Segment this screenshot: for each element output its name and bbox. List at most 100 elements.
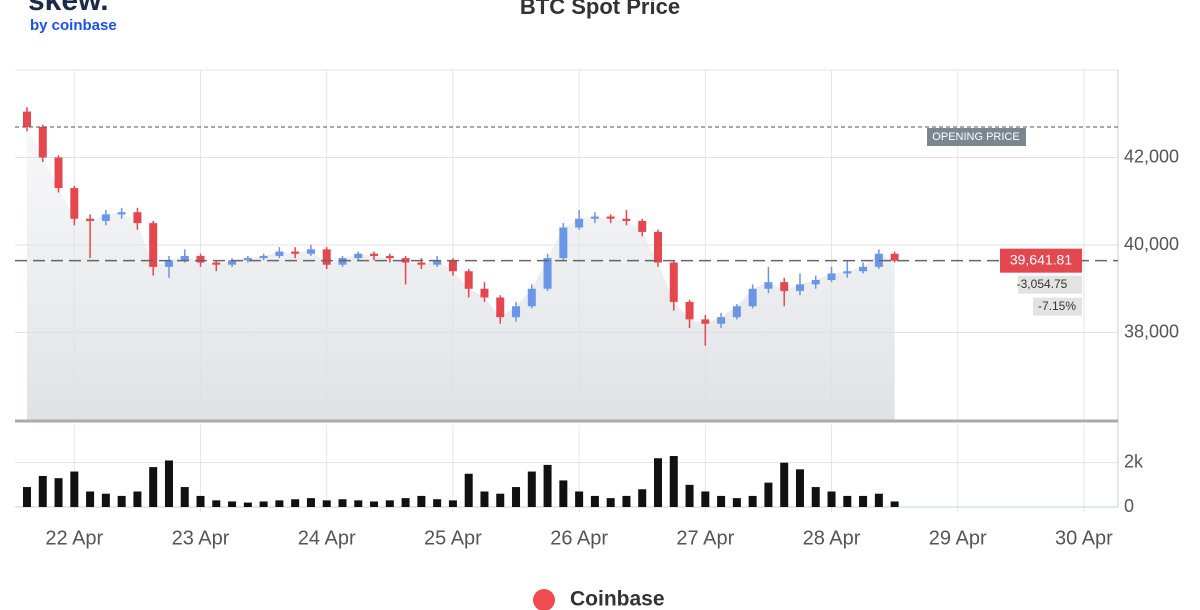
last-price-tag: [1000, 248, 1082, 273]
volume-bar: [259, 501, 268, 507]
volume-bar: [433, 499, 442, 507]
volume-bar: [338, 499, 347, 507]
last-price-label: 39,641.81: [1010, 251, 1072, 267]
volume-bar: [843, 495, 852, 507]
logo-sub: by coinbase: [30, 17, 117, 34]
volume-bar: [732, 498, 741, 507]
candle-body: [164, 260, 173, 267]
candle-body: [243, 258, 252, 261]
candle-body: [417, 262, 426, 265]
x-tick-label: 30 Apr: [1055, 527, 1113, 549]
volume-bar: [164, 460, 173, 507]
x-tick-label: 26 Apr: [550, 527, 608, 549]
volume-bar: [275, 500, 284, 507]
volume-bar: [527, 471, 536, 507]
volume-bar: [354, 500, 363, 507]
volume-bar: [827, 491, 836, 507]
volume-bar: [748, 495, 757, 507]
candle-body: [149, 223, 158, 267]
candle-body: [448, 260, 457, 272]
volume-bar: [890, 501, 899, 507]
y-tick-label: 38,000: [1124, 321, 1179, 341]
volume-bar: [638, 489, 647, 507]
volume-bar: [417, 495, 426, 507]
volume-bar: [764, 482, 773, 507]
candle-body: [54, 157, 63, 189]
candle-body: [606, 216, 615, 219]
candle-body: [575, 218, 584, 228]
volume-bar: [149, 467, 158, 507]
legend-label: Coinbase: [570, 588, 665, 610]
volume-bar: [669, 456, 678, 507]
volume-bar: [859, 495, 868, 507]
x-tick-label: 22 Apr: [45, 527, 103, 549]
volume-bar: [780, 462, 789, 507]
candle-body: [180, 255, 189, 261]
volume-bar: [685, 484, 694, 507]
x-tick-label: 25 Apr: [424, 527, 482, 549]
volume-bar: [480, 491, 489, 507]
candle-body: [732, 306, 741, 318]
candle-body: [622, 218, 631, 221]
volume-bar: [133, 491, 142, 507]
price-area: [26, 126, 895, 420]
candle-body: [748, 288, 757, 307]
volume-bar: [448, 500, 457, 507]
candle-body: [874, 253, 883, 267]
candle-body: [196, 255, 205, 263]
candle-body: [212, 262, 221, 265]
candle-body: [653, 231, 662, 263]
volume-bar: [385, 500, 394, 507]
volume-bar: [590, 495, 599, 507]
candle-body: [512, 306, 521, 318]
candle-body: [228, 260, 237, 265]
change-pct-tag: [1033, 297, 1082, 316]
candle-body: [559, 227, 568, 259]
candle-body: [780, 282, 789, 291]
candle-body: [827, 273, 836, 280]
candle-body: [354, 253, 363, 259]
volume-bar: [228, 501, 237, 507]
change-tag: [1018, 275, 1082, 294]
volume-bar: [86, 491, 95, 507]
candle-body: [496, 297, 505, 318]
candle-body: [701, 319, 710, 324]
candle-body: [401, 258, 410, 263]
volume-bar: [606, 498, 615, 507]
volume-bar: [622, 495, 631, 507]
volume-bar: [291, 499, 300, 507]
volume-bar: [795, 469, 804, 507]
candle-body: [717, 317, 726, 324]
volume-bar: [717, 495, 726, 507]
opening-price-tag: [927, 128, 1026, 147]
candle-body: [685, 301, 694, 320]
candle-body: [117, 212, 126, 215]
volume-bar: [512, 487, 521, 507]
x-tick-label: 23 Apr: [172, 527, 230, 549]
volume-bar: [811, 487, 820, 507]
volume-bar: [70, 471, 79, 507]
candle-body: [133, 212, 142, 224]
candle-body: [859, 266, 868, 272]
volume-bar: [874, 493, 883, 507]
y-tick-label: 40,000: [1124, 234, 1179, 254]
candle-body: [638, 220, 647, 232]
volume-bar: [543, 464, 552, 507]
candle-body: [322, 249, 331, 265]
candle-body: [464, 271, 473, 289]
candle-body: [370, 253, 379, 256]
y-tick-label: 42,000: [1124, 146, 1179, 166]
candle-body: [275, 251, 284, 256]
volume-bar: [212, 500, 221, 507]
candle-body: [811, 280, 820, 285]
y-tick-label: 0: [1124, 496, 1134, 516]
candle-body: [259, 255, 268, 259]
candle-body: [527, 288, 536, 307]
candle-body: [70, 188, 79, 219]
candle-body: [890, 253, 899, 261]
candle-body: [843, 271, 852, 274]
volume-bar: [464, 473, 473, 507]
volume-bar: [180, 487, 189, 507]
candle-body: [86, 218, 95, 221]
